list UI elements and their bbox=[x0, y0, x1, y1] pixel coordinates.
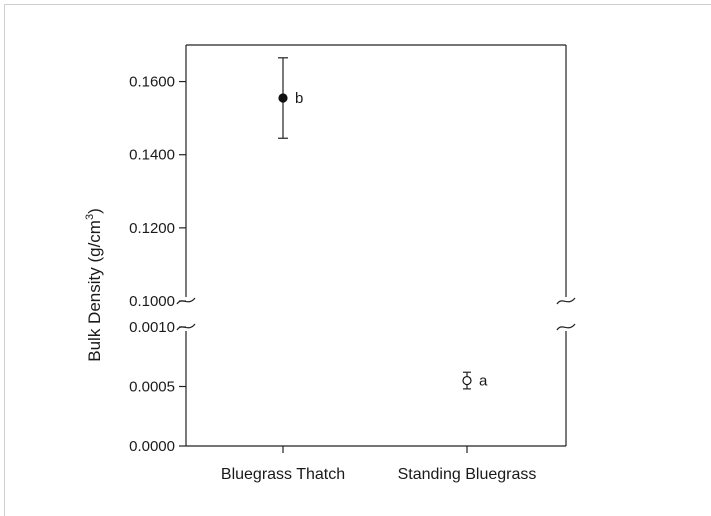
y-lower-tick-label: 0.0000 bbox=[129, 438, 175, 455]
x-category-label: Bluegrass Thatch bbox=[221, 466, 345, 483]
significance-letter: b bbox=[295, 90, 303, 107]
significance-letter: a bbox=[479, 373, 488, 390]
data-point-filled bbox=[278, 93, 288, 103]
y-lower-tick-label: 0.0010 bbox=[129, 319, 175, 336]
y-lower-tick-label: 0.0005 bbox=[129, 379, 175, 396]
axis-break-mark bbox=[556, 323, 576, 331]
y-upper-tick-label: 0.1400 bbox=[129, 147, 175, 164]
data-point-open bbox=[462, 375, 472, 386]
axis-break-mark bbox=[556, 297, 576, 305]
y-upper-tick-label: 0.1600 bbox=[129, 74, 175, 91]
figure-frame bbox=[4, 4, 711, 516]
y-axis-label-close: ) bbox=[85, 208, 104, 214]
y-upper-tick-label: 0.1200 bbox=[129, 220, 175, 237]
y-axis-label-superscript: 3 bbox=[84, 214, 96, 220]
x-category-label: Standing Bluegrass bbox=[398, 466, 537, 483]
y-axis-label: Bulk Density (g/cm3) bbox=[84, 208, 104, 362]
y-upper-tick-label: 0.1000 bbox=[129, 293, 175, 310]
